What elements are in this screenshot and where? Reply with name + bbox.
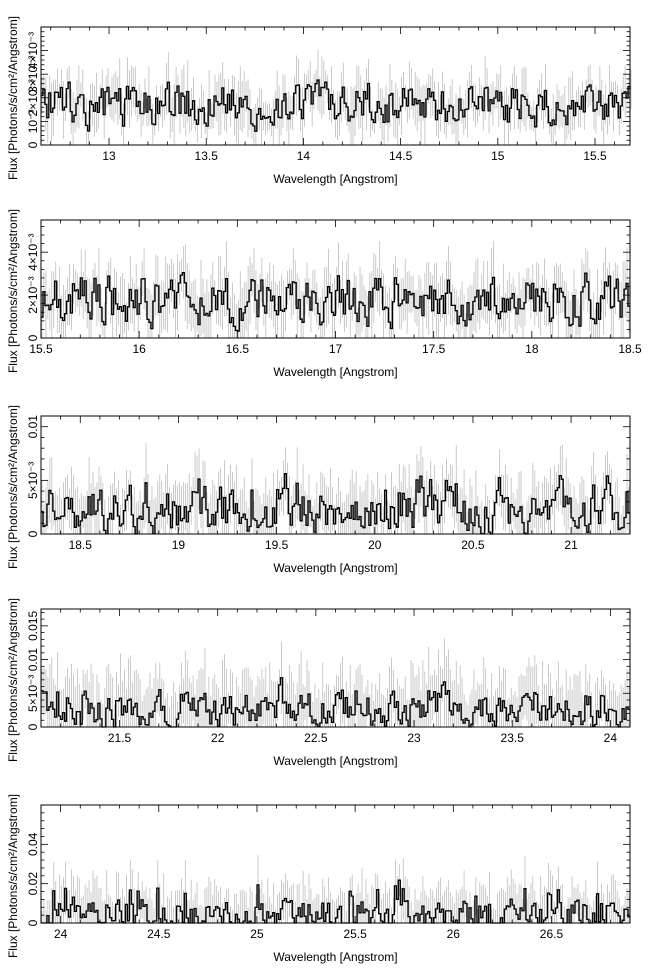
y-tick-label: 0 — [26, 334, 40, 341]
x-tick-label: 22.5 — [304, 731, 328, 745]
x-tick-label: 19.5 — [265, 538, 289, 552]
x-tick-label: 23.5 — [501, 731, 525, 745]
x-tick-label: 21.5 — [108, 731, 132, 745]
x-tick-label: 20.5 — [461, 538, 485, 552]
y-tick-label: 2×10⁻³ — [26, 276, 40, 313]
x-tick-label: 25.5 — [343, 927, 367, 941]
y-tick-label: 0.01 — [26, 648, 40, 672]
y-axis: 0 2×10⁻³ 4×10⁻³ Flux [Photons/s/cm²/Angstro… — [6, 209, 630, 373]
spectrum-panel-2: 15.5 16 16.5 17 17.5 18 18.5 Wavelength [Angstr… — [6, 209, 642, 379]
x-tick-label: 24 — [604, 731, 618, 745]
y-tick-label: 5×10⁻³ — [26, 675, 40, 712]
y-axis-label: Flux [Photons/s/cm²/Angstrom] — [6, 405, 20, 569]
y-tick-label: 0.015 — [26, 611, 40, 641]
y-tick-label: 4×10⁻³ — [26, 233, 40, 270]
x-tick-label: 23 — [407, 731, 421, 745]
x-tick-label: 18.5 — [69, 538, 93, 552]
x-tick-label: 16 — [132, 342, 146, 356]
x-tick-label: 15.5 — [29, 342, 53, 356]
y-tick-label: 0.02 — [26, 872, 40, 896]
y-axis: 0 10⁻³2×10⁻³3×10⁻³4×10⁻³ Flux [Photons/s/c… — [6, 16, 630, 180]
x-tick-label: 18.5 — [618, 342, 642, 356]
y-axis-label: Flux [Photons/s/cm²/Angstrom] — [6, 16, 20, 180]
y-axis-label: Flux [Photons/s/cm²/Angstrom] — [6, 209, 20, 373]
x-tick-label: 13.5 — [195, 149, 219, 163]
y-tick-label: 4×10⁻³ — [26, 32, 40, 69]
y-axis-label: Flux [Photons/s/cm²/Angstrom] — [6, 794, 20, 958]
y-tick-label: 10⁻³ — [26, 110, 40, 134]
y-tick-label: 0.01 — [26, 415, 40, 439]
y-axis-label: Flux [Photons/s/cm²/Angstrom] — [6, 598, 20, 762]
x-tick-label: 14 — [297, 149, 311, 163]
y-axis: 0 0.02 0.04 Flux [Photons/s/cm²/Angstrom] — [6, 794, 630, 958]
y-tick-label: 3×10⁻³ — [26, 56, 40, 93]
x-tick-label: 20 — [368, 538, 382, 552]
x-tick-label: 26 — [447, 927, 461, 941]
x-tick-label: 24.5 — [147, 927, 171, 941]
x-tick-label: 26.5 — [540, 927, 564, 941]
x-tick-label: 14.5 — [389, 149, 413, 163]
x-tick-label: 17 — [329, 342, 343, 356]
spectrum-series — [41, 677, 630, 728]
x-tick-label: 25 — [250, 927, 264, 941]
x-axis-label: Wavelength [Angstrom] — [273, 950, 397, 964]
x-tick-label: 22 — [211, 731, 225, 745]
x-axis-label: Wavelength [Angstrom] — [273, 365, 397, 379]
y-tick-label: 0 — [26, 723, 40, 730]
x-axis: 18.5 19 19.5 20 20.5 21 Wavelength [Angstrom] — [40, 416, 631, 575]
y-axis: 0 5×10⁻³ 0.01 Flux [Photons/s/cm²/Angstrom] — [6, 405, 630, 569]
x-tick-label: 15.5 — [583, 149, 607, 163]
spectrum-series — [41, 271, 630, 332]
x-axis-label: Wavelength [Angstrom] — [273, 754, 397, 768]
y-tick-label: 0 — [26, 530, 40, 537]
x-tick-label: 24 — [54, 927, 68, 941]
y-tick-label: 0 — [26, 141, 40, 148]
y-tick-label: 5×10⁻³ — [26, 462, 40, 499]
spectrum-series — [41, 473, 630, 535]
x-axis: 24 24.5 25 25.5 26 26.5 Wavelength [Angstrom] — [40, 805, 631, 964]
x-tick-label: 13 — [102, 149, 116, 163]
x-tick-label: 19 — [172, 538, 186, 552]
x-axis: 21.5 22 22.5 23 23.5 24 Wavelength [Angstrom] — [40, 609, 631, 768]
plot-frame — [40, 26, 631, 146]
x-tick-label: 17.5 — [422, 342, 446, 356]
y-tick-label: 2×10⁻³ — [26, 79, 40, 116]
x-axis-label: Wavelength [Angstrom] — [273, 172, 397, 186]
x-tick-label: 16.5 — [226, 342, 250, 356]
x-axis: 15.5 16 16.5 17 17.5 18 18.5 Wavelength [Angstr… — [29, 220, 642, 379]
x-tick-label: 18 — [525, 342, 539, 356]
x-axis-label: Wavelength [Angstrom] — [273, 561, 397, 575]
x-tick-label: 21 — [564, 538, 578, 552]
x-axis: 13 13.5 14 14.5 15 15.5 Wavelength [Angstrom] — [50, 27, 615, 186]
x-tick-label: 15 — [491, 149, 505, 163]
y-tick-label: 0 — [26, 919, 40, 926]
spectrum-series — [41, 79, 631, 132]
y-axis: 0 5×10⁻³ 0.01 0.015 Flux [Photons/s/cm²/Angs… — [6, 598, 630, 762]
y-tick-label: 0.04 — [26, 832, 40, 856]
error-bars — [41, 855, 630, 923]
